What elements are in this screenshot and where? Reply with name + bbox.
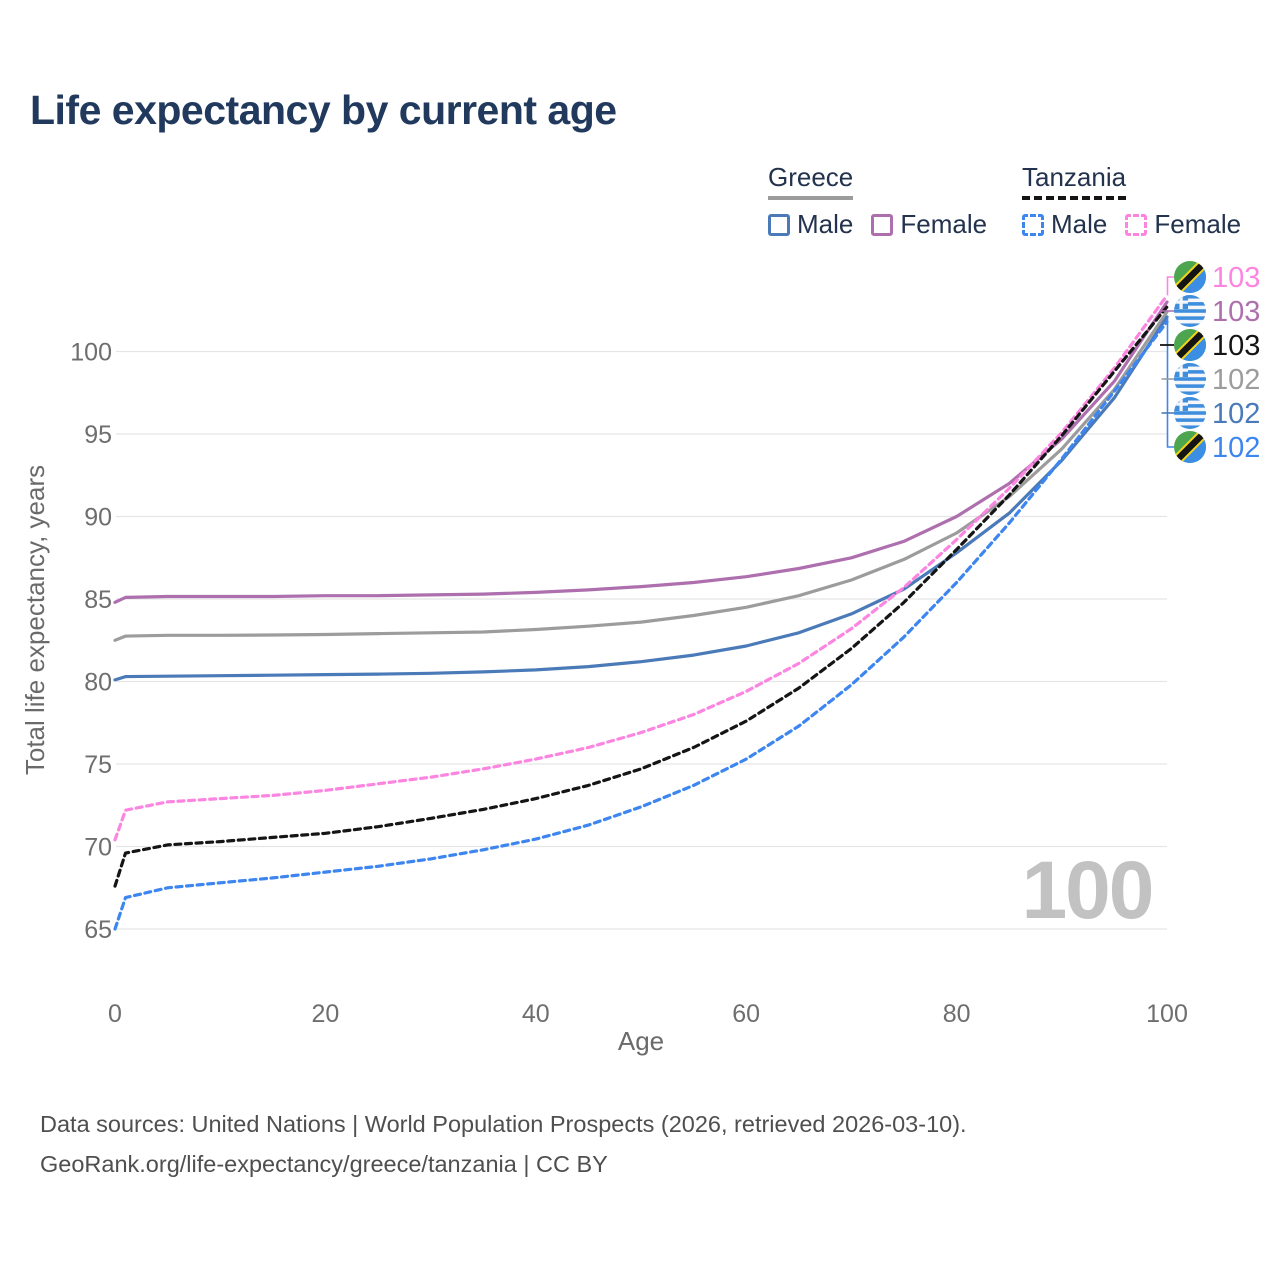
series-line-tanzania-female[interactable] (113, 293, 1169, 842)
legend-item-greece-male[interactable]: Male (768, 209, 853, 240)
tanzania-flag-icon (1174, 261, 1206, 293)
series-line-tanzania[interactable] (113, 305, 1169, 888)
legend-country-greece[interactable]: Greece (768, 162, 854, 200)
series-line-greece-female[interactable] (113, 300, 1169, 604)
legend-items-tanzania: Male Female (1022, 209, 1241, 240)
legend-label-tanzania-female: Female (1154, 209, 1242, 239)
end-value-label: 103 (1212, 262, 1260, 294)
series-line-greece-male[interactable] (113, 315, 1169, 682)
x-tick-label: 0 (108, 1000, 122, 1028)
footer: Data sources: United Nations | World Pop… (40, 1104, 967, 1184)
dashed-blue-swatch-icon (1022, 213, 1044, 236)
x-tick-label: 60 (732, 1000, 760, 1028)
y-tick-label: 100 (70, 339, 112, 367)
legend-label-tanzania-male: Male (1051, 209, 1108, 239)
x-tick-label: 40 (522, 1000, 550, 1028)
end-value-label: 103 (1212, 296, 1260, 328)
tanzania-flag-icon (1174, 329, 1206, 361)
y-tick-label: 70 (84, 834, 112, 862)
y-tick-label: 95 (84, 421, 112, 449)
leader-line (1166, 317, 1174, 448)
y-axis-title: Total life expectancy, years (20, 464, 50, 776)
greece-flag-icon (1174, 397, 1206, 429)
tanzania-flag-icon (1174, 431, 1206, 463)
legend-item-tanzania-female[interactable]: Female (1125, 209, 1241, 240)
legend-item-tanzania-male[interactable]: Male (1022, 209, 1107, 240)
solid-blue-swatch-icon (768, 213, 790, 236)
x-tick-label: 80 (943, 1000, 971, 1028)
series-line-tanzania-male[interactable] (113, 320, 1169, 931)
greece-flag-icon (1174, 363, 1206, 395)
y-tick-label: 85 (84, 586, 112, 614)
end-value-label: 103 (1212, 330, 1260, 362)
hover-age-watermark: 100 (1021, 845, 1155, 936)
page-title: Life expectancy by current age (30, 87, 617, 133)
legend-item-greece-female[interactable]: Female (871, 209, 987, 240)
solid-purple-swatch-icon (871, 213, 894, 236)
legend-label-greece-female: Female (900, 209, 988, 239)
series-line-greece[interactable] (113, 310, 1169, 642)
legend-group-greece: Greece Male Female (768, 162, 987, 240)
y-tick-label: 90 (84, 504, 112, 532)
x-tick-label: 100 (1146, 1000, 1188, 1028)
end-value-label: 102 (1212, 398, 1260, 430)
end-value-label: 102 (1212, 364, 1260, 396)
greece-flag-icon (1174, 295, 1206, 327)
x-axis-title: Age (617, 1026, 665, 1056)
y-tick-label: 65 (84, 916, 112, 944)
legend-label-greece-male: Male (797, 209, 854, 239)
y-tick-label: 80 (84, 669, 112, 697)
x-tick-label: 20 (311, 1000, 339, 1028)
legend-country-tanzania[interactable]: Tanzania (1022, 162, 1127, 200)
footer-attribution: GeoRank.org/life-expectancy/greece/tanza… (40, 1151, 608, 1177)
legend-items-greece: Male Female (768, 209, 987, 240)
y-tick-label: 75 (84, 751, 112, 779)
dashed-pink-swatch-icon (1125, 213, 1148, 236)
legend-group-tanzania: Tanzania Male Female (1022, 162, 1241, 240)
leader-line (1166, 276, 1174, 296)
end-value-label: 102 (1212, 432, 1260, 464)
footer-sources: Data sources: United Nations | World Pop… (40, 1111, 967, 1137)
